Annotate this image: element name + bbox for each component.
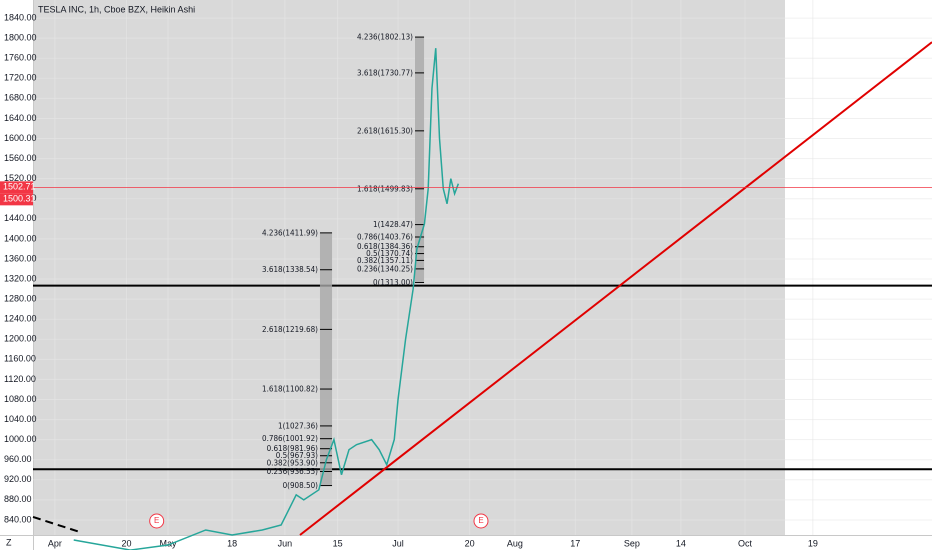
y-tick-label: 1520.00 xyxy=(4,173,37,183)
event-marker xyxy=(149,513,165,529)
fib-label: 0(908.50) xyxy=(283,481,319,490)
fib-label: 1(1428.47) xyxy=(373,220,413,229)
price-label-box xyxy=(0,181,33,194)
fib-label: 0.382(953.90) xyxy=(267,458,319,467)
corner-label: Z xyxy=(6,537,12,547)
fib-label: 2.618(1615.30) xyxy=(357,126,413,135)
fib-label: 4.236(1802.13) xyxy=(357,33,413,42)
fib-label: 0.5(967.93) xyxy=(276,451,318,460)
y-tick-label: 1320.00 xyxy=(4,273,37,283)
event-label: E xyxy=(154,516,159,525)
y-tick-label: 1040.00 xyxy=(4,414,37,424)
x-tick-label: May xyxy=(159,538,177,548)
x-tick-label: 20 xyxy=(122,538,132,548)
y-tick-label: 1080.00 xyxy=(4,394,37,404)
event-marker xyxy=(473,513,489,529)
price-label-box xyxy=(0,193,33,206)
y-tick-label: 1200.00 xyxy=(4,334,37,344)
y-tick-label: 840.00 xyxy=(4,514,32,524)
x-tick-label: 20 xyxy=(465,538,475,548)
y-tick-label: 1160.00 xyxy=(4,354,36,364)
x-tick-label: 14 xyxy=(676,538,686,548)
y-tick-label: 1120.00 xyxy=(4,374,36,384)
y-tick-label: 1240.00 xyxy=(4,314,37,324)
y-tick-label: 1680.00 xyxy=(4,93,37,103)
y-tick-label: 960.00 xyxy=(4,454,32,464)
y-tick-label: 1400.00 xyxy=(4,233,37,243)
y-tick-label: 1720.00 xyxy=(4,73,37,83)
fib-label: 0.5(1370.74) xyxy=(366,249,413,258)
y-tick-label: 1560.00 xyxy=(4,153,37,163)
x-tick-label: Sep xyxy=(624,538,640,548)
x-tick-label: Oct xyxy=(738,538,753,548)
fib-label: 3.618(1338.54) xyxy=(262,265,318,274)
fib-label: 2.618(1219.68) xyxy=(262,325,318,334)
x-tick-label: Apr xyxy=(48,538,62,548)
fib-label: 0.236(1340.25) xyxy=(357,264,413,273)
x-tick-label: Aug xyxy=(507,538,523,548)
y-tick-label: 880.00 xyxy=(4,494,32,504)
fib-label: 0.236(936.55) xyxy=(267,467,319,476)
trend-line xyxy=(32,515,81,533)
shaded-range xyxy=(33,0,785,535)
price-line xyxy=(73,48,460,550)
y-tick-label: 1760.00 xyxy=(4,53,37,63)
x-tick-label: 19 xyxy=(808,538,818,548)
y-tick-label: 1840.00 xyxy=(4,12,37,22)
fib-label: 0.382(1357.11) xyxy=(357,256,413,265)
fib-label: 1.618(1100.82) xyxy=(262,385,318,394)
fib-label: 1(1027.36) xyxy=(278,421,318,430)
x-tick-label: 17 xyxy=(570,538,580,548)
fib-label: 3.618(1730.77) xyxy=(357,68,413,77)
y-tick-label: 1440.00 xyxy=(4,213,37,223)
x-tick-label: Jun xyxy=(278,538,293,548)
fib-label: 0.786(1403.76) xyxy=(357,233,413,242)
fib-label: 0.618(981.96) xyxy=(267,444,319,453)
y-tick-label: 1800.00 xyxy=(4,33,37,43)
chart-title: TESLA INC, 1h, Cboe BZX, Heikin Ashi xyxy=(38,4,195,14)
x-tick-label: Jul xyxy=(392,538,404,548)
y-tick-label: 1600.00 xyxy=(4,133,37,143)
y-tick-label: 1280.00 xyxy=(4,293,37,303)
y-tick-label: 1360.00 xyxy=(4,253,37,263)
y-tick-label: 1000.00 xyxy=(4,434,37,444)
event-label: E xyxy=(478,516,483,525)
price-label: 1500.31 xyxy=(3,194,36,204)
fib-band xyxy=(414,37,425,283)
y-tick-label: 920.00 xyxy=(4,474,32,484)
x-tick-label: 18 xyxy=(227,538,237,548)
x-tick-label: 15 xyxy=(333,538,343,548)
trend-line xyxy=(299,41,932,536)
fib-label: 0.786(1001.92) xyxy=(262,434,318,443)
fib-label: 1.618(1499.83) xyxy=(357,184,413,193)
fib-band xyxy=(319,232,333,486)
y-tick-label: 1640.00 xyxy=(4,113,37,123)
fib-label: 0.618(1384.36) xyxy=(357,242,413,251)
price-label: 1502.71 xyxy=(3,182,36,192)
fib-label: 4.236(1411.99) xyxy=(262,228,318,237)
fib-label: 0(1313.00) xyxy=(373,278,413,287)
